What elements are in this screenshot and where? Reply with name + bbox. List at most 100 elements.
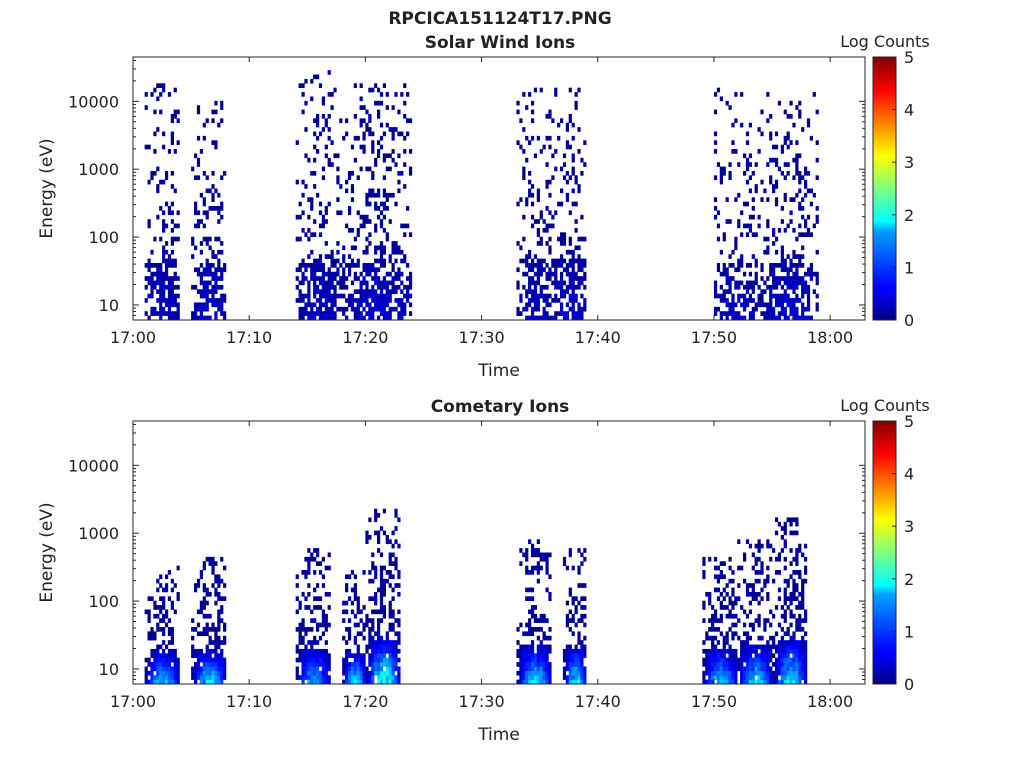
spectrogram-cell [774,517,779,523]
spectrogram-cell [539,271,543,277]
spectrogram-cell [766,675,770,680]
spectrogram-cell [525,570,529,575]
spectrogram-cell [316,627,320,632]
spectrogram-cell [748,635,753,641]
spectrogram-cell [519,118,523,124]
spectrogram-cell [737,596,741,602]
spectrogram-cell [766,657,770,663]
spectrogram-cell [214,302,218,308]
spectrogram-cell [725,657,729,663]
spectrogram-cell [220,214,224,220]
spectrogram-cell [525,622,529,628]
spectrogram-cell [748,153,753,159]
spectrogram-cell [719,613,723,619]
spectrogram-cell [162,631,166,637]
spectrogram-cell [757,679,761,685]
spectrogram-cell [792,640,796,645]
spectrogram-cell [772,241,776,246]
spectrogram-cell [522,670,526,676]
spectrogram-cell [806,232,811,238]
spectrogram-cell [528,670,532,676]
spectrogram-cell [792,587,796,593]
spectrogram-cell [377,627,381,632]
spectrogram-cell [397,648,401,654]
spectrogram-cell [798,543,802,549]
spectrogram-cell [199,302,204,308]
spectrogram-cell [220,657,224,663]
spectrogram-cell [716,670,721,676]
spectrogram-cell [196,289,201,294]
spectrogram-cell [548,675,552,680]
spectrogram-cell [519,666,523,672]
spectrogram-cell [214,631,218,637]
spectrogram-cell [795,166,799,172]
spectrogram-cell [313,570,317,575]
spectrogram-cell [772,640,776,645]
spectrogram-cell [313,657,317,663]
spectrogram-cell [774,131,779,137]
spectrogram-cell [536,135,540,141]
spectrogram-cell [356,135,360,141]
spectrogram-cell [377,298,381,303]
spectrogram-cell [374,271,378,277]
spectrogram-cell [211,249,215,255]
spectrogram-cell [353,666,357,672]
spectrogram-cell [554,311,558,316]
spectrogram-cell [347,175,352,181]
spectrogram-cell [220,284,224,290]
spectrogram-cell [147,618,151,623]
spectrogram-cell [731,605,735,610]
spectrogram-cell [809,315,814,321]
spectrogram-cell [211,298,215,303]
spectrogram-cell [760,289,764,294]
spectrogram-cell [713,644,718,650]
spectrogram-cell [769,135,773,141]
spectrogram-cell [745,162,750,167]
spectrogram-cell [754,306,758,312]
spectrogram-cell [725,197,729,202]
spectrogram-cell [574,219,578,224]
spectrogram-cell [734,118,738,124]
spectrogram-cell [716,640,721,645]
spectrogram-cell [780,605,784,610]
spectrogram-cell [208,666,212,672]
spectrogram-cell [365,670,369,676]
spectrogram-cell [217,657,221,663]
spectrogram-cell [804,653,808,658]
spectrogram-cell [196,622,201,628]
spectrogram-cell [391,561,395,566]
spectrogram-cell [214,675,218,680]
spectrogram-cell [153,635,157,641]
spectrogram-cell [307,640,311,645]
spectrogram-cell [162,600,166,606]
spectrogram-cell [327,254,331,259]
spectrogram-cell [728,302,732,308]
spectrogram-cell [580,675,584,680]
spectrogram-cell [397,618,401,623]
spectrogram-cell [316,149,320,154]
spectrogram-cell [719,631,723,637]
spectrogram-cell [324,653,328,658]
spectrogram-cell [408,166,413,172]
spectrogram-cell [792,657,796,663]
spectrogram-cell [217,284,221,290]
spectrogram-cell [394,127,398,132]
spectrogram-cell [298,648,302,654]
spectrogram-cell [365,214,369,220]
spectrogram-cell [327,622,331,628]
spectrogram-cell [316,118,320,124]
spectrogram-cell [147,662,151,667]
spectrogram-cell [214,578,218,584]
spectrogram-cell [298,600,302,606]
spectrogram-cell [722,596,726,602]
spectrogram-cell [388,556,392,562]
spectrogram-cell [716,618,721,623]
spectrogram-cell [795,670,799,676]
spectrogram-cell [725,271,729,277]
spectrogram-cell [371,640,375,645]
spectrogram-cell [760,197,764,202]
spectrogram-cell [728,609,732,615]
spectrogram-cell [725,613,729,619]
spectrogram-cell [795,653,799,658]
spectrogram-cell [347,675,352,680]
